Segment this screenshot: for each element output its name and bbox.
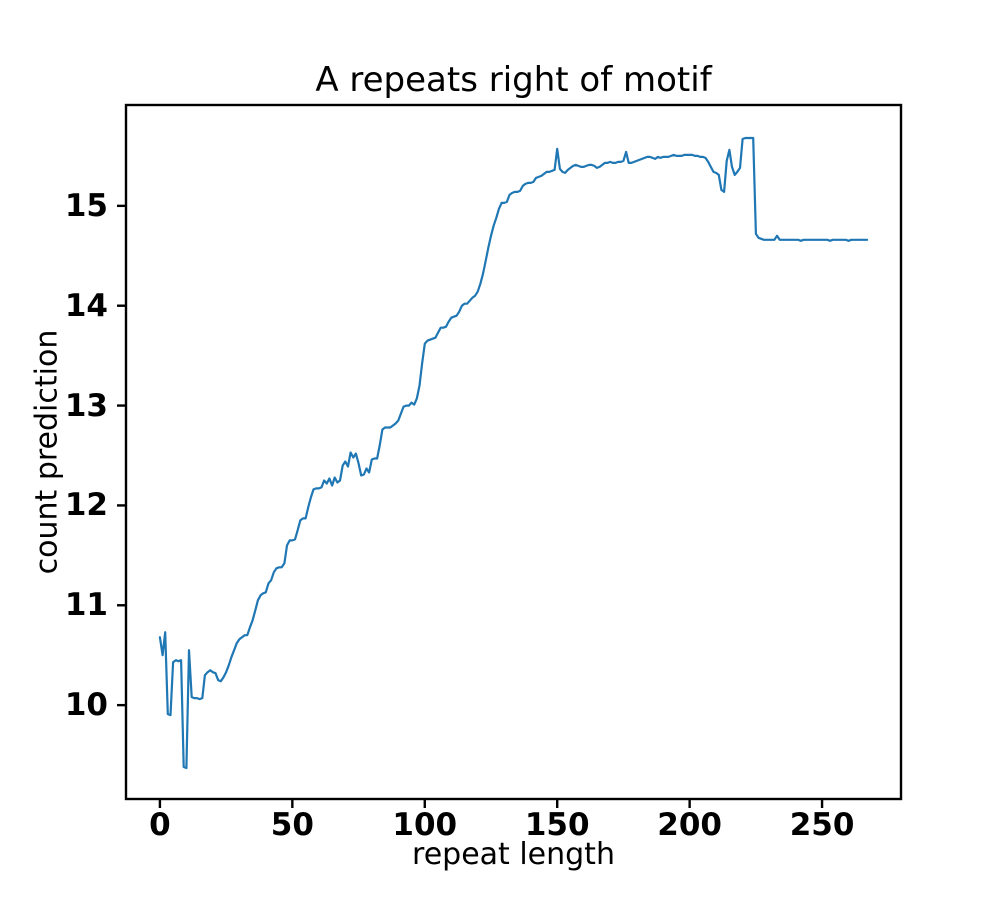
x-tick-label: 200 — [657, 807, 722, 843]
x-tick-label: 100 — [392, 807, 458, 843]
x-tick-label: 0 — [149, 807, 171, 843]
y-tick-label: 14 — [64, 287, 108, 324]
x-axis-label: repeat length — [412, 837, 615, 872]
chart-title: A repeats right of motif — [315, 60, 712, 100]
y-axis-label: count prediction — [29, 329, 65, 575]
y-tick-label: 12 — [64, 487, 108, 524]
x-tick-label: 50 — [270, 807, 314, 843]
plot-border — [124, 103, 903, 801]
y-tick-label: 11 — [64, 587, 108, 624]
y-tick-label: 15 — [64, 187, 108, 224]
x-tick-label: 150 — [524, 807, 590, 843]
y-tick-label: 13 — [64, 387, 108, 424]
y-tick-label: 10 — [64, 687, 108, 724]
series-line — [158, 136, 869, 770]
x-tick-label: 250 — [789, 807, 855, 843]
